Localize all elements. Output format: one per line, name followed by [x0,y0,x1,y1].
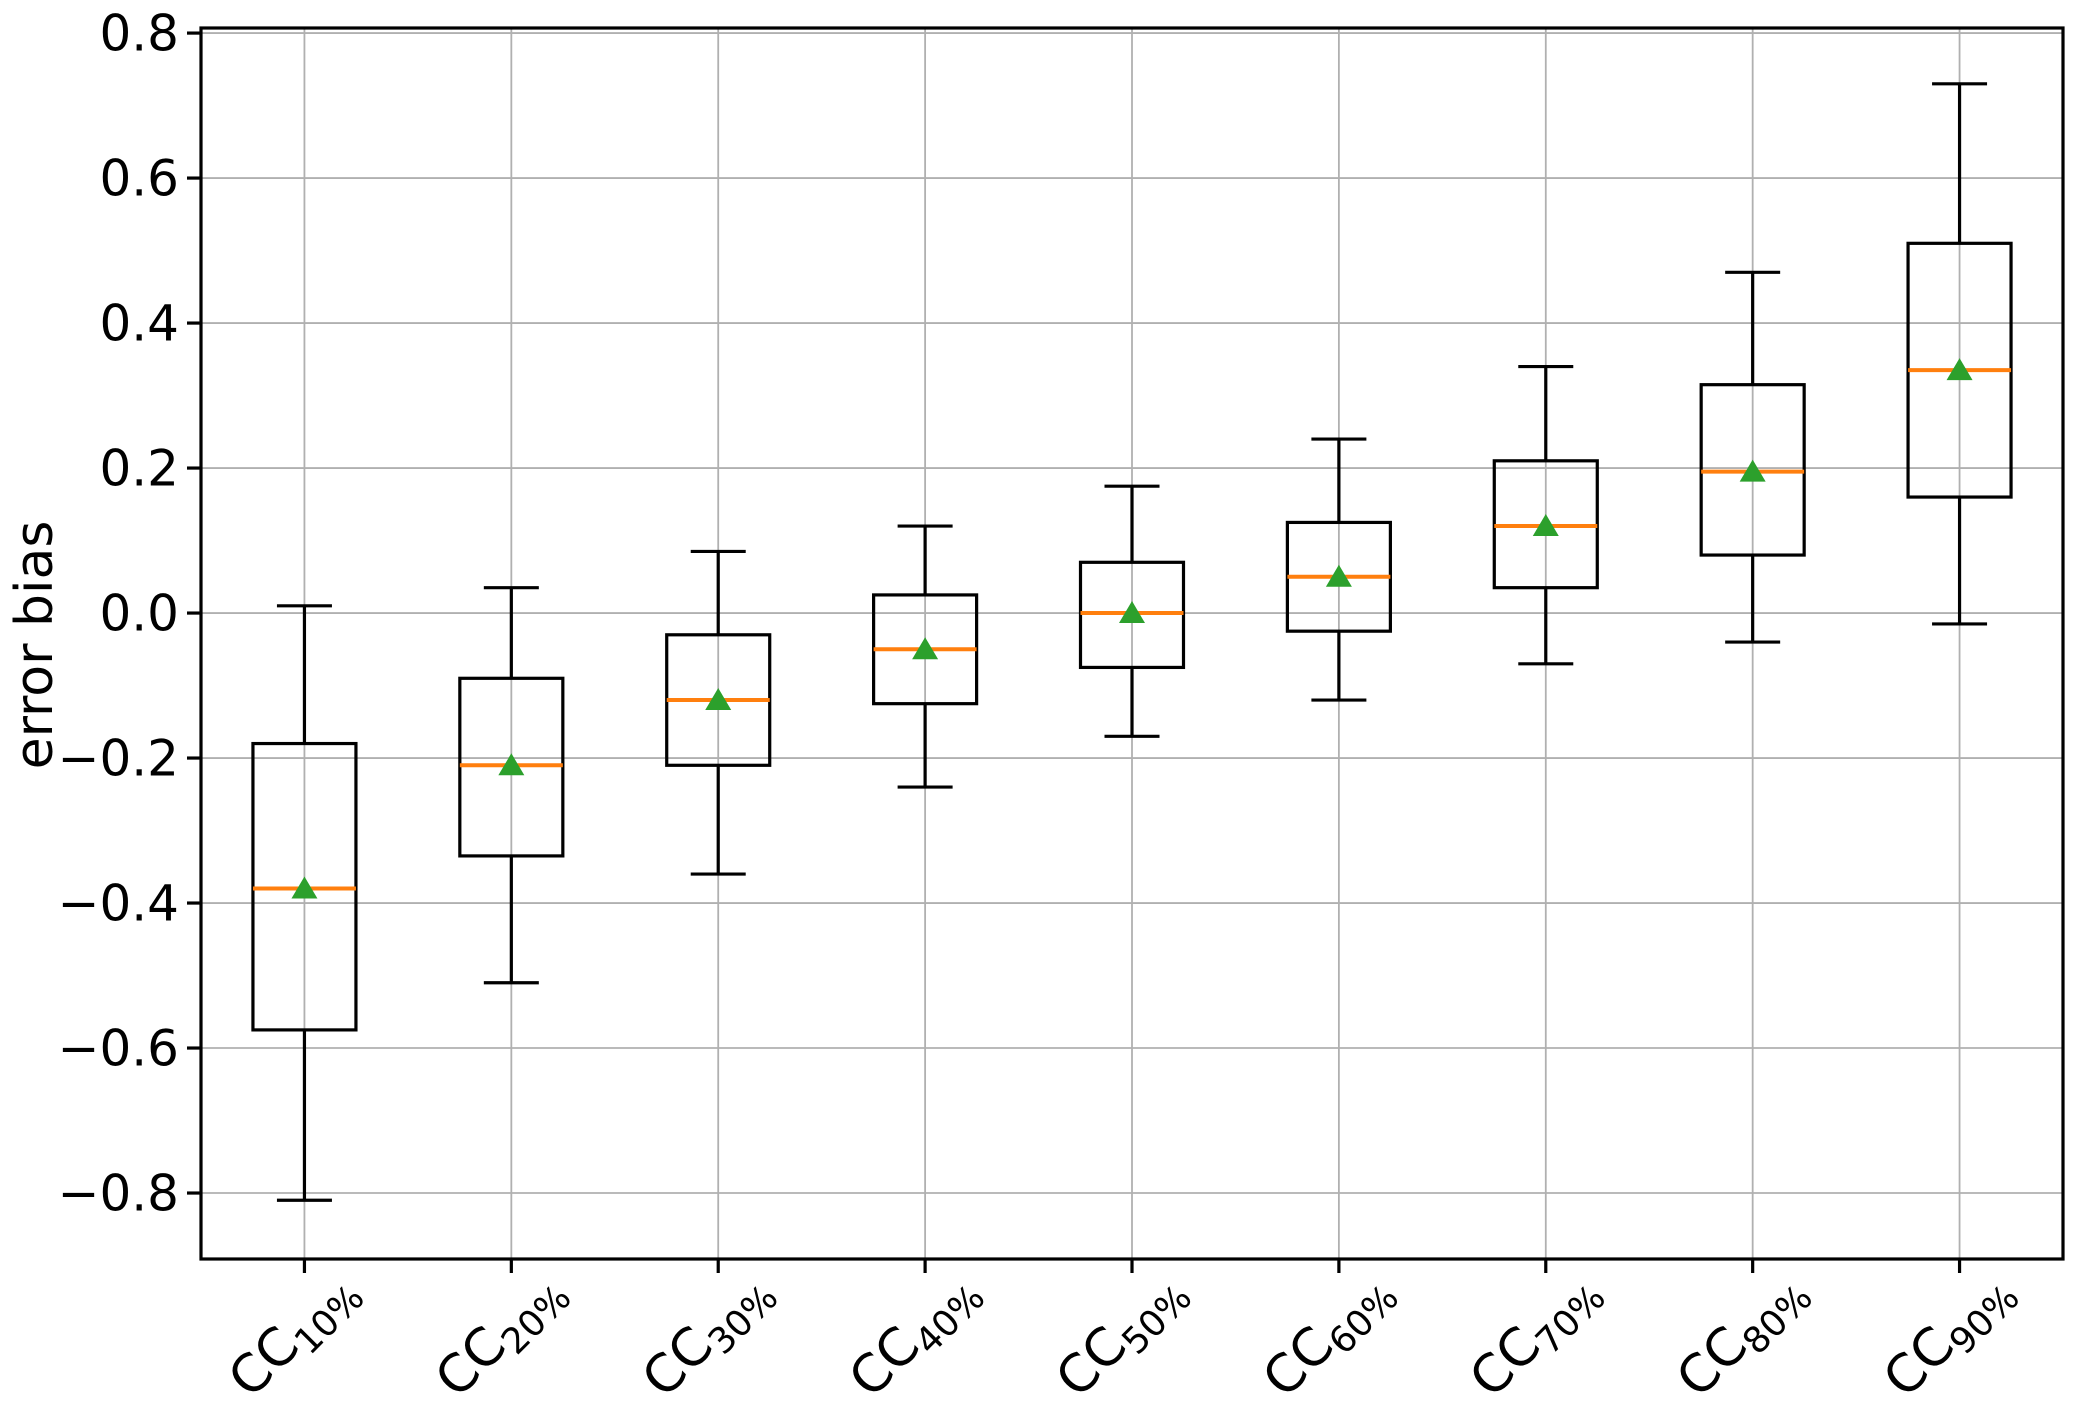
mean-marker-triangle [1532,514,1559,537]
x-tick-label-CC30%: CC30% [631,1259,786,1414]
x-tick-label-CC80%: CC80% [1665,1259,1820,1414]
y-tick-label-0.4: 0.4 [99,295,179,353]
y-tick-label-0.2: 0.2 [99,440,179,498]
mean-marker-triangle [1946,358,1973,381]
mean-marker-triangle [1739,459,1766,482]
mean-marker-triangle [912,637,939,660]
x-tick-label-CC50%: CC50% [1045,1259,1200,1414]
box-series-layer [251,82,2013,1202]
mean-marker-triangle [498,753,525,776]
y-tick-label-0.0: 0.0 [99,585,179,643]
box-CC90% [1906,82,2013,626]
box-CC20% [458,586,565,985]
x-tick-label-CC20%: CC20% [424,1259,579,1414]
y-tick-label-−0.8: −0.8 [58,1165,179,1223]
y-tick-label-−0.2: −0.2 [58,730,179,788]
x-tick-label-CC40%: CC40% [838,1259,993,1414]
y-tick-label-−0.6: −0.6 [58,1020,179,1078]
y-tick-label-0.6: 0.6 [99,150,179,208]
mean-marker-triangle [291,876,318,899]
y-tick-label-−0.4: −0.4 [58,875,179,933]
box-CC40% [872,524,979,789]
axis-layer: 0.8 0.6 0.4 0.2 0.0 −0.2 −0.4 −0.6 −0.8 CC10% CC20… [58,5,2065,1414]
box-CC30% [665,549,772,876]
box-CC50% [1078,484,1186,738]
y-tick-label-0.8: 0.8 [99,5,179,63]
box-CC60% [1285,437,1392,702]
grid-layer [201,28,2063,1259]
mean-marker-triangle [1119,601,1145,624]
box-CC80% [1699,270,1806,644]
box-CC70% [1492,364,1599,666]
box-CC10% [251,604,358,1202]
x-tick-label-CC60%: CC60% [1252,1259,1407,1414]
x-tick-label-CC70%: CC70% [1459,1259,1614,1414]
x-tick-label-CC90%: CC90% [1872,1259,2027,1414]
mean-marker-triangle [1325,564,1352,587]
x-tick-label-CC10%: CC10% [217,1259,372,1414]
mean-marker-triangle [705,688,732,711]
y-axis-label: error bias [5,521,65,770]
